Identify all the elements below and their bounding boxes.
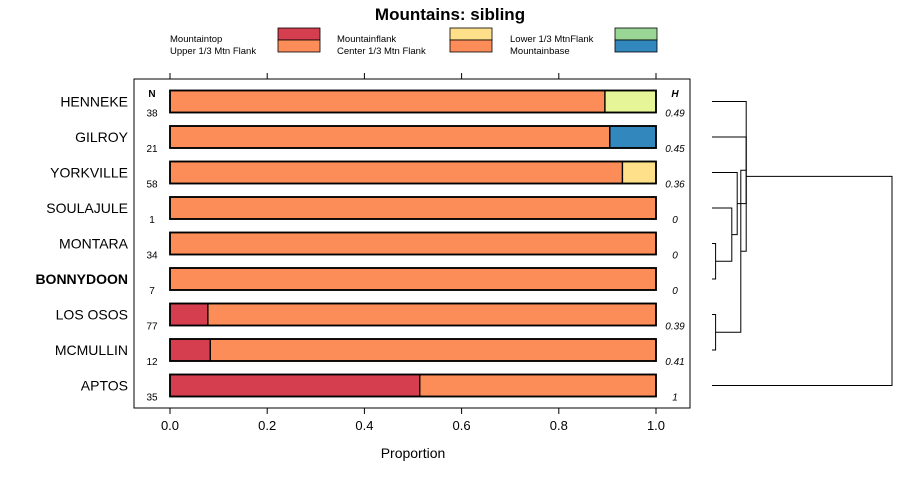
dendrogram-branch [712,172,738,236]
bar-outline [169,196,657,220]
bar-segment [209,338,657,362]
bar-row: APTOS 35 1 [81,373,678,404]
bar-row: HENNEKE 38 0.49 [60,89,685,120]
bar-segment [169,89,606,114]
bar-outline [169,125,657,149]
row-label: MCMULLIN [55,342,128,358]
bar-segment [419,373,657,398]
x-axis-title: Proportion [381,445,446,461]
dendrogram-branch [712,314,717,351]
x-tick-label: 0.0 [161,418,179,433]
dendrogram-branch [712,175,893,386]
bar-segment [169,196,657,220]
dendrogram [712,101,893,386]
bar-outline [169,231,657,256]
dendrogram-branch [712,207,733,262]
bar-segment [169,302,209,327]
legend-label: Upper 1/3 Mtn Flank [170,46,256,57]
row-label: SOULAJULE [46,200,128,216]
legend-swatch [449,27,493,41]
legend-label: Mountainbase [510,46,570,57]
h-value: 0.36 [665,180,685,191]
bar-row: BONNYDOON 7 0 [35,267,678,297]
legend-swatch [277,27,321,41]
row-label: HENNEKE [60,94,128,110]
x-tick-label: 0.6 [453,418,471,433]
plot-frame [133,78,691,409]
row-label: YORKVILLE [50,165,128,181]
x-tick-label: 0.8 [550,418,568,433]
bar-row: SOULAJULE 1 0 [46,196,678,226]
row-label: BONNYDOON [35,271,128,287]
h-value: 0.49 [665,109,685,120]
n-value: 38 [146,109,158,120]
x-tick-label: 1.0 [647,418,665,433]
h-value: 0 [672,215,678,226]
legend-swatch [614,39,658,53]
bar-outline [169,160,657,185]
bar-outline [169,267,657,291]
chart-title: Mountains: sibling [375,5,525,24]
x-tick-label: 0.2 [258,418,276,433]
bar-segment [169,125,611,149]
bar-segment [207,302,657,327]
bar-row: GILROY 21 0.45 [75,125,685,155]
h-value: 0.39 [665,322,685,333]
bar-segment [169,338,211,362]
n-value: 35 [146,393,158,404]
bar-row: YORKVILLE 58 0.36 [50,160,685,191]
bar-outline [169,302,657,327]
h-value: 1 [672,393,678,404]
n-column-header: N [148,89,155,100]
n-value: 58 [146,180,158,191]
h-column-header: H [671,89,679,100]
legend-label: Center 1/3 Mtn Flank [337,46,426,57]
n-value: 7 [149,286,155,297]
legend-label: Mountaintop [170,34,222,45]
n-value: 21 [146,144,158,155]
bar-segment [604,89,657,114]
n-value: 12 [146,357,158,368]
bar-segment [169,373,421,398]
n-value: 77 [146,322,158,333]
row-label: LOS OSOS [56,307,128,323]
legend-swatch [277,39,321,53]
n-value: 1 [149,215,155,226]
legend-label: Lower 1/3 MtnFlank [510,34,594,45]
bar-rows: HENNEKE 38 0.49 GILROY 21 0.45 YORKVILLE 58 0.36… [35,89,685,404]
bar-row: MONTARA 34 0 [59,231,678,262]
h-value: 0 [672,251,678,262]
bar-row: MCMULLIN 12 0.41 [55,338,685,368]
row-label: APTOS [81,378,128,394]
x-tick-label: 0.4 [355,418,373,433]
bar-segment [609,125,657,149]
bar-outline [169,89,657,114]
bar-outline [169,338,657,362]
bar-segment [169,231,657,256]
legend-swatch [449,39,493,53]
h-value: 0 [672,286,678,297]
bar-segment [169,160,624,185]
bar-outline [169,373,657,398]
bar-segment [169,267,657,291]
bar-segment [621,160,657,185]
h-value: 0.45 [665,144,685,155]
n-value: 34 [146,251,158,262]
legend-swatch [614,27,658,41]
row-label: GILROY [75,129,129,145]
legend-label: Mountainflank [337,34,396,45]
h-value: 0.41 [665,357,684,368]
dendrogram-branch [712,243,717,280]
bar-row: LOS OSOS 77 0.39 [56,302,685,333]
x-axis: 0.0 0.2 0.4 0.6 0.8 1.0 [161,73,665,433]
row-label: MONTARA [59,236,129,252]
